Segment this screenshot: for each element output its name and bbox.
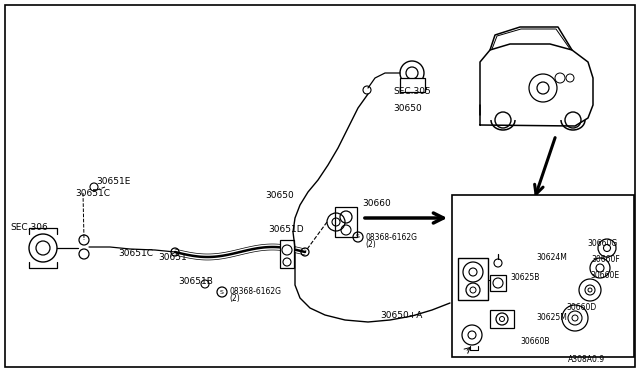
Bar (280, 240, 294, 268)
Text: 08368-6162G: 08368-6162G (365, 232, 417, 241)
Text: S: S (220, 289, 224, 295)
Text: 30650: 30650 (265, 190, 294, 199)
Text: 30660B: 30660B (520, 337, 550, 346)
Bar (452, 195, 634, 357)
Text: 30660E: 30660E (591, 272, 620, 280)
Text: 30660D: 30660D (567, 304, 597, 312)
Text: S: S (356, 234, 360, 240)
Text: 30660G: 30660G (588, 240, 618, 248)
Text: 30624M: 30624M (536, 253, 567, 263)
Text: 30651: 30651 (158, 253, 187, 263)
Text: 30651D: 30651D (268, 225, 303, 234)
Text: 08368-6162G: 08368-6162G (229, 288, 281, 296)
Text: SEC.306: SEC.306 (10, 224, 48, 232)
Bar (335, 207, 357, 237)
Text: 30651E: 30651E (96, 177, 131, 186)
Bar (490, 275, 506, 291)
Text: 30660F: 30660F (591, 256, 620, 264)
Bar (490, 310, 514, 328)
Text: SEC.305: SEC.305 (393, 87, 431, 96)
Text: 30625M: 30625M (536, 314, 567, 323)
Text: 30650: 30650 (393, 104, 422, 113)
Bar (458, 258, 488, 300)
Text: A308A0.9: A308A0.9 (568, 356, 605, 365)
Bar (400, 78, 425, 92)
Text: 30651C: 30651C (118, 250, 153, 259)
Text: 30660: 30660 (362, 199, 391, 208)
Text: (2): (2) (365, 240, 376, 248)
Text: 30651B: 30651B (178, 278, 213, 286)
Text: (2): (2) (229, 295, 240, 304)
Text: 30650+A: 30650+A (380, 311, 422, 320)
Text: 30651C: 30651C (75, 189, 110, 198)
Text: 30625B: 30625B (510, 273, 540, 282)
